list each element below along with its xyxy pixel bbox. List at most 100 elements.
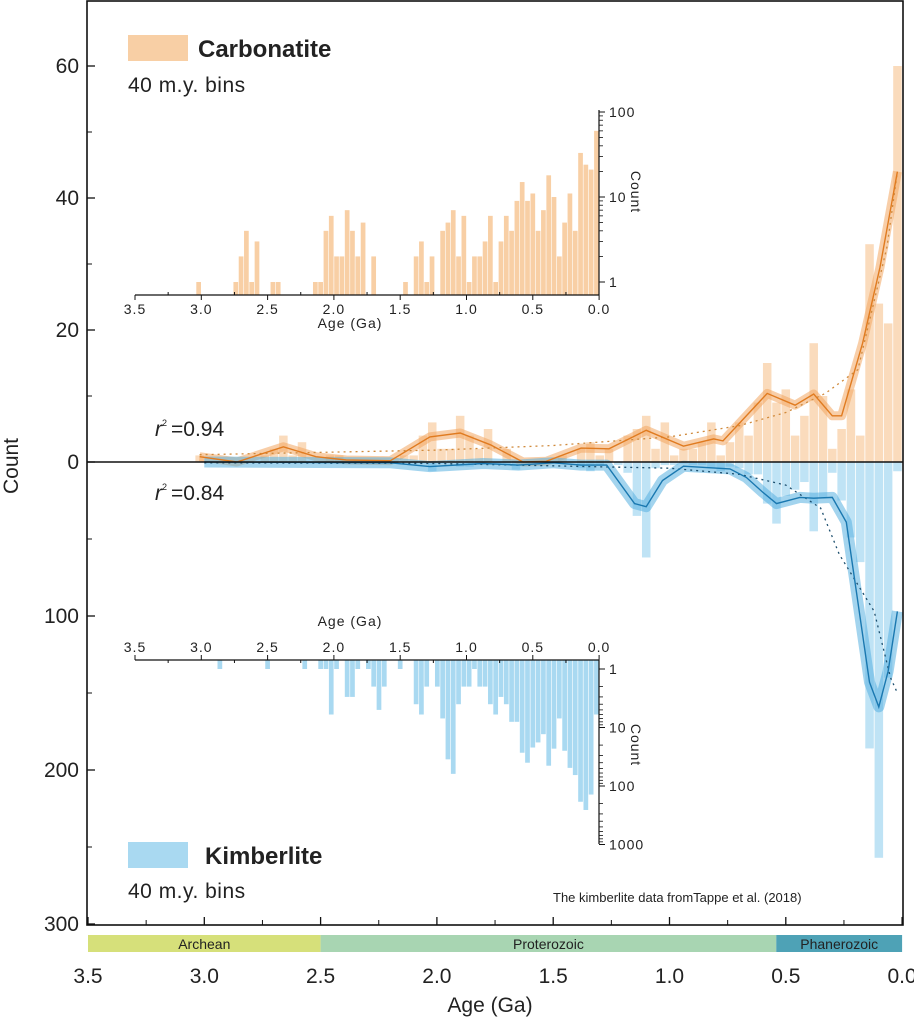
- plot-frame: [86, 0, 904, 926]
- inset-kimberlite-bar: [376, 660, 382, 710]
- geologic-timescale: Archean Proterozoic Phanerozoic: [88, 935, 903, 952]
- kimberlite-bar: [781, 462, 791, 496]
- x-tick-label: 2.5: [306, 965, 335, 988]
- inset-carbonatite-bar: [466, 282, 472, 295]
- inset-x-tick-label: 2.0: [323, 301, 345, 317]
- timescale-phanerozoic: [776, 935, 903, 952]
- inset-carbonatite-bar: [535, 230, 541, 295]
- kimberlite-fit-line: [204, 462, 898, 694]
- inset-carbonatite-bar: [461, 215, 467, 295]
- inset-kimberlite-bar: [551, 660, 557, 749]
- inset-carbonatite-bar: [530, 193, 536, 295]
- inset-carbonatite-bar: [312, 282, 318, 295]
- inset-y-tick-label: 1: [609, 661, 618, 677]
- inset-carbonatite-bar: [249, 282, 255, 295]
- kimberlite-bar: [874, 462, 884, 858]
- inset-kimberlite-bar: [217, 660, 223, 669]
- inset-carbonatite: 3.5 3.0 2.5 2.0 1.5 1.0 0.5 0.0 Age (Ga) 1 10 100 Co…: [124, 104, 644, 331]
- kimberlite-bins-label: 40 m.y. bins: [128, 880, 246, 903]
- inset-carbonatite-bar: [456, 256, 461, 295]
- kimberlite-bar: [800, 462, 809, 483]
- carbonatite-bar: [455, 415, 465, 462]
- carbonatite-bar: [409, 455, 418, 462]
- inset-x-tick-label: 3.0: [190, 639, 212, 655]
- inset-carbonatite-bar: [275, 282, 281, 295]
- kimberlite-bar: [660, 462, 670, 466]
- inset-kimberlite-bar: [328, 660, 334, 715]
- kimberlite-bar: [753, 462, 763, 475]
- kimberlite-bar: [632, 462, 642, 516]
- inset-kimberlite-bar: [498, 660, 504, 697]
- inset-carbonatite-bar: [519, 182, 525, 295]
- inset-carbonatite-bar: [371, 256, 377, 295]
- inset-kimberlite-bar: [445, 660, 451, 760]
- x-tick-label: 3.5: [73, 965, 102, 988]
- kimberlite-bar: [865, 462, 874, 749]
- inset-carbonatite-bar: [419, 241, 424, 295]
- carbonatite-bar: [781, 389, 791, 462]
- x-tick-label: 0.0: [887, 965, 914, 988]
- inset-carbonatite-bar: [355, 256, 361, 295]
- inset-carbonatite-bar: [270, 282, 276, 295]
- inset-x-tick-label: 0.5: [522, 301, 544, 317]
- inset-kimberlite: 3.5 3.0 2.5 2.0 1.5 1.0 0.5 0.0 Age (Ga) 1 10 100 10…: [124, 613, 644, 853]
- inset-carbonatite-bar: [403, 282, 408, 295]
- inset-kimberlite-bar: [419, 660, 424, 715]
- inset-kimberlite-bar: [302, 660, 308, 669]
- inset-y-tick-label: 100: [609, 778, 635, 794]
- inset-x-title: Age (Ga): [318, 315, 383, 331]
- inset-carbonatite-bar: [429, 256, 435, 295]
- y-tick-label: 100: [44, 605, 79, 628]
- inset-kimberlite-bar: [541, 660, 546, 735]
- inset-kimberlite-bar: [482, 660, 488, 687]
- inset-carbonatite-bar: [578, 152, 583, 295]
- x-tick-label: 3.0: [190, 965, 219, 988]
- kimberlite-bar: [772, 462, 781, 524]
- carbonatite-bar: [679, 448, 688, 462]
- inset-carbonatite-bar: [477, 256, 483, 295]
- inset-kimberlite-bar: [355, 660, 361, 669]
- inset-kimberlite-bar: [530, 660, 536, 748]
- inset-kimberlite-bar: [265, 660, 270, 669]
- y-tick-label: 300: [44, 913, 79, 936]
- inset-carbonatite-bar: [594, 130, 599, 295]
- carbonatite-bar: [437, 448, 446, 462]
- carbonatite-bar: [427, 422, 437, 462]
- carbonatite-bar: [883, 323, 893, 462]
- carbonatite-bar: [651, 448, 660, 462]
- y-axis-title: Count: [0, 438, 23, 494]
- kimberlite-bar: [837, 462, 846, 501]
- inset-carbonatite-bar: [318, 282, 323, 295]
- kimberlite-bar: [846, 462, 856, 538]
- inset-kimberlite-bar: [413, 660, 419, 705]
- inset-kimberlite-bar: [578, 660, 583, 802]
- inset-kimberlite-bar: [381, 660, 387, 687]
- inset-carbonatite-bar: [334, 256, 339, 295]
- carbonatite-bar: [855, 435, 865, 462]
- carbonatite-bar: [800, 415, 809, 462]
- inset-carbonatite-bar: [488, 215, 493, 295]
- inset-carbonatite-bar: [498, 241, 504, 295]
- inset-carbonatite-bar: [413, 256, 419, 295]
- inset-carbonatite-bar: [339, 256, 345, 295]
- carbonatite-bar: [474, 448, 484, 462]
- main-smoothed-lines: [198, 170, 903, 713]
- carbonatite-bar: [632, 429, 642, 462]
- y-tick-label: 40: [56, 187, 79, 210]
- inset-kimberlite-bar: [350, 660, 355, 697]
- x-tick-label: 2.0: [422, 965, 451, 988]
- inset-kimberlite-bar: [466, 660, 472, 687]
- inset-carbonatite-bar: [562, 222, 567, 295]
- inset-carbonatite-bar: [493, 282, 499, 295]
- y-tick-label: 200: [44, 759, 79, 782]
- carbonatite-bar: [762, 363, 772, 462]
- carbonatite-bar: [576, 448, 586, 462]
- inset-kimberlite-bar: [509, 660, 514, 722]
- inset-kimberlite-bar: [556, 660, 562, 719]
- inset-carbonatite-bar: [482, 241, 488, 295]
- inset-kimberlite-bar: [588, 660, 594, 795]
- carbonatite-bar: [772, 402, 781, 462]
- inset-kimberlite-bar: [472, 660, 477, 669]
- x-axis-title: Age (Ga): [447, 994, 532, 1017]
- inset-y-tick-label: 100: [609, 104, 635, 120]
